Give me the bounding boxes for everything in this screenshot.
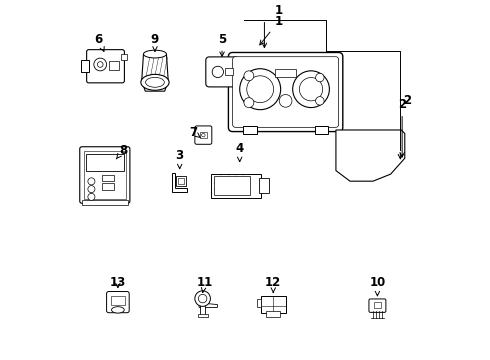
Bar bbox=[315, 126, 328, 134]
Bar bbox=[109, 61, 119, 70]
Ellipse shape bbox=[144, 50, 167, 58]
Polygon shape bbox=[336, 130, 405, 181]
Polygon shape bbox=[199, 303, 218, 307]
Circle shape bbox=[88, 193, 95, 201]
FancyBboxPatch shape bbox=[369, 299, 386, 312]
Bar bbox=[275, 69, 296, 77]
Polygon shape bbox=[142, 54, 168, 91]
Bar bbox=[176, 176, 186, 186]
Text: 4: 4 bbox=[236, 142, 244, 162]
FancyBboxPatch shape bbox=[80, 147, 130, 203]
Text: 6: 6 bbox=[95, 32, 104, 51]
Ellipse shape bbox=[141, 75, 169, 90]
Bar bbox=[81, 60, 90, 72]
Bar bbox=[257, 298, 261, 307]
Text: 2: 2 bbox=[403, 94, 411, 107]
Text: 7: 7 bbox=[190, 126, 200, 139]
Bar bbox=[86, 154, 123, 171]
Circle shape bbox=[316, 73, 324, 82]
Circle shape bbox=[195, 291, 210, 306]
Circle shape bbox=[88, 178, 95, 185]
Circle shape bbox=[240, 69, 281, 110]
Circle shape bbox=[94, 58, 107, 71]
Bar bbox=[200, 302, 205, 316]
Text: 11: 11 bbox=[196, 276, 213, 292]
Text: 8: 8 bbox=[116, 144, 127, 159]
Bar bbox=[82, 201, 128, 205]
Bar bbox=[259, 178, 270, 193]
Bar bbox=[102, 184, 114, 190]
FancyBboxPatch shape bbox=[233, 57, 339, 127]
Circle shape bbox=[244, 98, 254, 108]
Text: 5: 5 bbox=[218, 32, 226, 57]
Bar bbox=[266, 311, 280, 316]
FancyBboxPatch shape bbox=[87, 50, 124, 83]
Ellipse shape bbox=[112, 307, 124, 313]
Bar bbox=[121, 54, 127, 59]
Bar bbox=[84, 151, 125, 199]
Bar bbox=[261, 297, 286, 313]
FancyBboxPatch shape bbox=[195, 126, 212, 144]
Text: 9: 9 bbox=[151, 32, 159, 51]
Circle shape bbox=[88, 186, 95, 193]
Circle shape bbox=[279, 94, 292, 107]
Text: 3: 3 bbox=[175, 149, 184, 168]
Circle shape bbox=[98, 62, 103, 67]
Text: 2: 2 bbox=[398, 98, 406, 157]
Bar bbox=[197, 314, 208, 317]
Bar bbox=[111, 296, 125, 305]
FancyBboxPatch shape bbox=[107, 292, 129, 313]
Circle shape bbox=[212, 66, 223, 77]
Bar bbox=[374, 302, 381, 308]
FancyBboxPatch shape bbox=[206, 57, 238, 87]
Text: 1: 1 bbox=[260, 15, 283, 45]
Bar bbox=[200, 132, 207, 138]
Bar bbox=[212, 174, 261, 198]
Ellipse shape bbox=[146, 77, 164, 87]
Circle shape bbox=[316, 96, 324, 105]
Text: 13: 13 bbox=[110, 276, 126, 289]
FancyBboxPatch shape bbox=[228, 53, 343, 131]
Text: 1: 1 bbox=[274, 4, 283, 17]
Text: 10: 10 bbox=[369, 276, 386, 296]
Text: 12: 12 bbox=[265, 276, 281, 292]
Circle shape bbox=[293, 71, 329, 108]
Circle shape bbox=[299, 77, 323, 101]
Bar bbox=[102, 175, 114, 181]
Circle shape bbox=[198, 294, 207, 303]
Bar bbox=[225, 68, 233, 76]
Bar bbox=[243, 126, 257, 134]
Circle shape bbox=[244, 71, 254, 81]
Circle shape bbox=[247, 76, 273, 103]
Polygon shape bbox=[172, 173, 188, 192]
Bar bbox=[178, 178, 184, 184]
Bar bbox=[214, 176, 250, 195]
Circle shape bbox=[201, 133, 205, 137]
